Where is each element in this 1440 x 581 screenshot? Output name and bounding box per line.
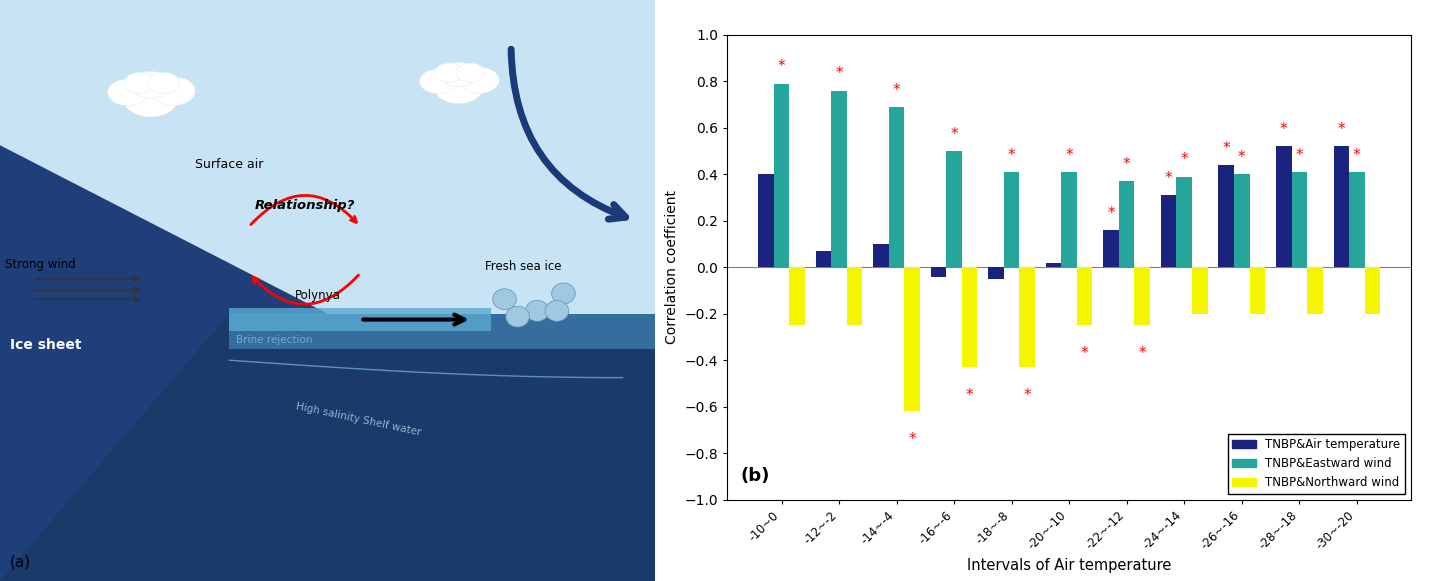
Bar [1276,146,1292,267]
Ellipse shape [456,63,485,82]
Text: *: * [966,388,973,403]
Text: Relationship?: Relationship? [255,199,354,212]
Text: *: * [909,432,916,447]
Text: *: * [1238,150,1246,165]
Text: *: * [835,66,842,81]
Ellipse shape [108,79,148,106]
Bar [1020,267,1035,367]
Bar [1308,267,1322,314]
Bar [904,267,920,411]
Text: *: * [1354,148,1361,163]
Ellipse shape [441,62,477,87]
Bar [816,251,831,267]
Text: *: * [1223,141,1230,156]
Text: *: * [1280,122,1287,137]
Circle shape [505,306,530,327]
Circle shape [546,300,569,321]
Bar [888,107,904,267]
Bar [1103,230,1119,267]
Bar [831,91,847,267]
Ellipse shape [459,67,500,94]
Text: (b): (b) [742,467,770,485]
Text: *: * [893,83,900,98]
Bar [1292,172,1308,267]
Text: *: * [1024,388,1031,403]
Ellipse shape [131,71,171,98]
Bar [988,267,1004,279]
Circle shape [552,283,575,304]
Ellipse shape [433,70,484,103]
Text: Ice sheet: Ice sheet [10,338,81,352]
Bar [873,244,888,267]
Circle shape [526,300,549,321]
Text: *: * [1165,171,1172,186]
Bar [1061,172,1077,267]
Bar [1192,267,1208,314]
Ellipse shape [148,72,180,94]
Bar [1218,165,1234,267]
Bar [1333,146,1349,267]
Text: Strong wind: Strong wind [6,259,76,271]
X-axis label: Intervals of Air temperature: Intervals of Air temperature [968,558,1171,573]
Bar [1234,174,1250,267]
Text: (a): (a) [10,554,30,569]
Bar [1077,267,1093,325]
Bar [847,267,863,325]
Bar [1176,177,1192,267]
Bar [1349,172,1365,267]
Ellipse shape [435,63,464,82]
Bar [930,267,946,277]
Bar [759,174,773,267]
Text: *: * [1139,346,1146,361]
Text: Surface air: Surface air [196,159,264,171]
Bar [1135,267,1151,325]
Polygon shape [229,314,655,349]
Text: *: * [1181,152,1188,167]
Text: Fresh sea ice: Fresh sea ice [485,260,562,273]
Polygon shape [0,145,328,581]
Bar [1161,195,1176,267]
Bar [773,84,789,267]
Polygon shape [0,0,655,314]
Polygon shape [229,308,491,331]
Text: *: * [950,127,958,142]
Text: Polynya: Polynya [295,289,341,302]
Ellipse shape [124,81,179,117]
Ellipse shape [419,69,456,94]
Bar [946,151,962,267]
Bar [789,267,805,325]
Bar [1045,263,1061,267]
Text: *: * [1008,148,1015,163]
Text: *: * [1066,148,1073,163]
Legend: TNBP&Air temperature, TNBP&Eastward wind, TNBP&Northward wind: TNBP&Air temperature, TNBP&Eastward wind… [1228,433,1405,494]
Bar [1004,172,1020,267]
Circle shape [492,289,517,310]
Ellipse shape [153,77,196,106]
Text: *: * [1296,148,1303,163]
Text: Brine rejection: Brine rejection [236,335,312,345]
Polygon shape [0,314,655,581]
Text: *: * [778,59,785,74]
Text: *: * [1081,346,1089,361]
Text: *: * [1107,206,1115,221]
Text: *: * [1338,122,1345,137]
Bar [1250,267,1266,314]
Y-axis label: Correlation coefficient: Correlation coefficient [665,190,680,345]
Ellipse shape [124,72,156,94]
Bar [1365,267,1380,314]
Bar [962,267,978,367]
Text: High salinity Shelf water: High salinity Shelf water [295,401,422,437]
Text: *: * [1123,157,1130,172]
Bar [1119,181,1135,267]
